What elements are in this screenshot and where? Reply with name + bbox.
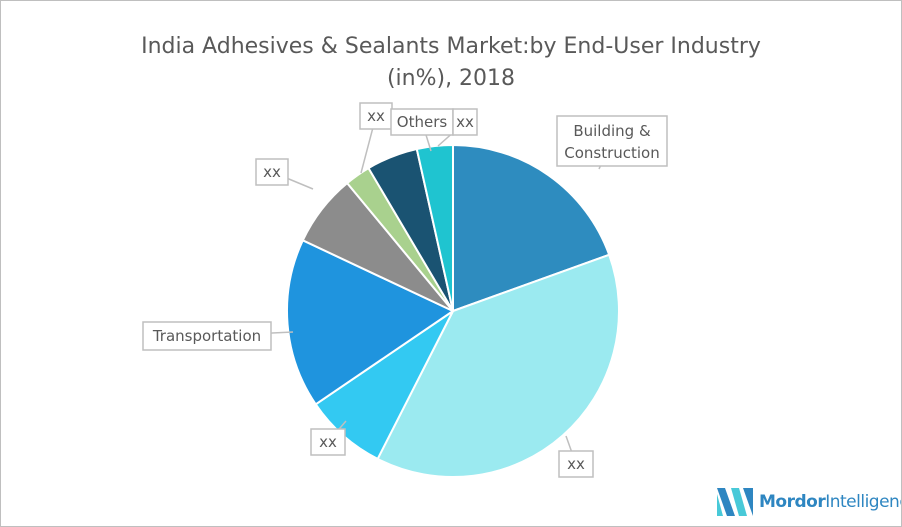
data-label: xx [263,163,281,181]
pie-slice [415,143,454,312]
title-line-2: (in%), 2018 [386,66,516,91]
data-label-box [390,108,454,136]
data-label: xx [456,113,474,131]
title-line-1: India Adhesives & Sealants Market:by End… [141,34,761,59]
data-label-box [359,102,393,130]
chart-title: India Adhesives & Sealants Market:by End… [1,31,901,95]
data-label-box [310,428,346,456]
data-label: Others [397,113,448,131]
data-label: xx [319,433,337,451]
data-label: xx [567,455,585,473]
data-label-box [558,450,594,478]
pie-slice [376,253,620,478]
data-label-box [556,115,668,167]
logo-rest: Intelligence [825,492,901,512]
data-label-box [255,158,289,186]
pie-slice [452,143,611,313]
logo-bold: Mordor [759,492,826,512]
data-label: xx [367,107,385,125]
mordor-logo: MordorIntelligence [717,488,901,516]
logo-mark-icon [717,488,753,516]
data-label-box [452,108,478,136]
data-label: Transportation [152,327,261,345]
pie-slice [286,238,456,406]
data-label-box [142,321,272,351]
data-label: Building & Construction [564,122,660,162]
logo-text: MordorIntelligence [759,492,901,512]
